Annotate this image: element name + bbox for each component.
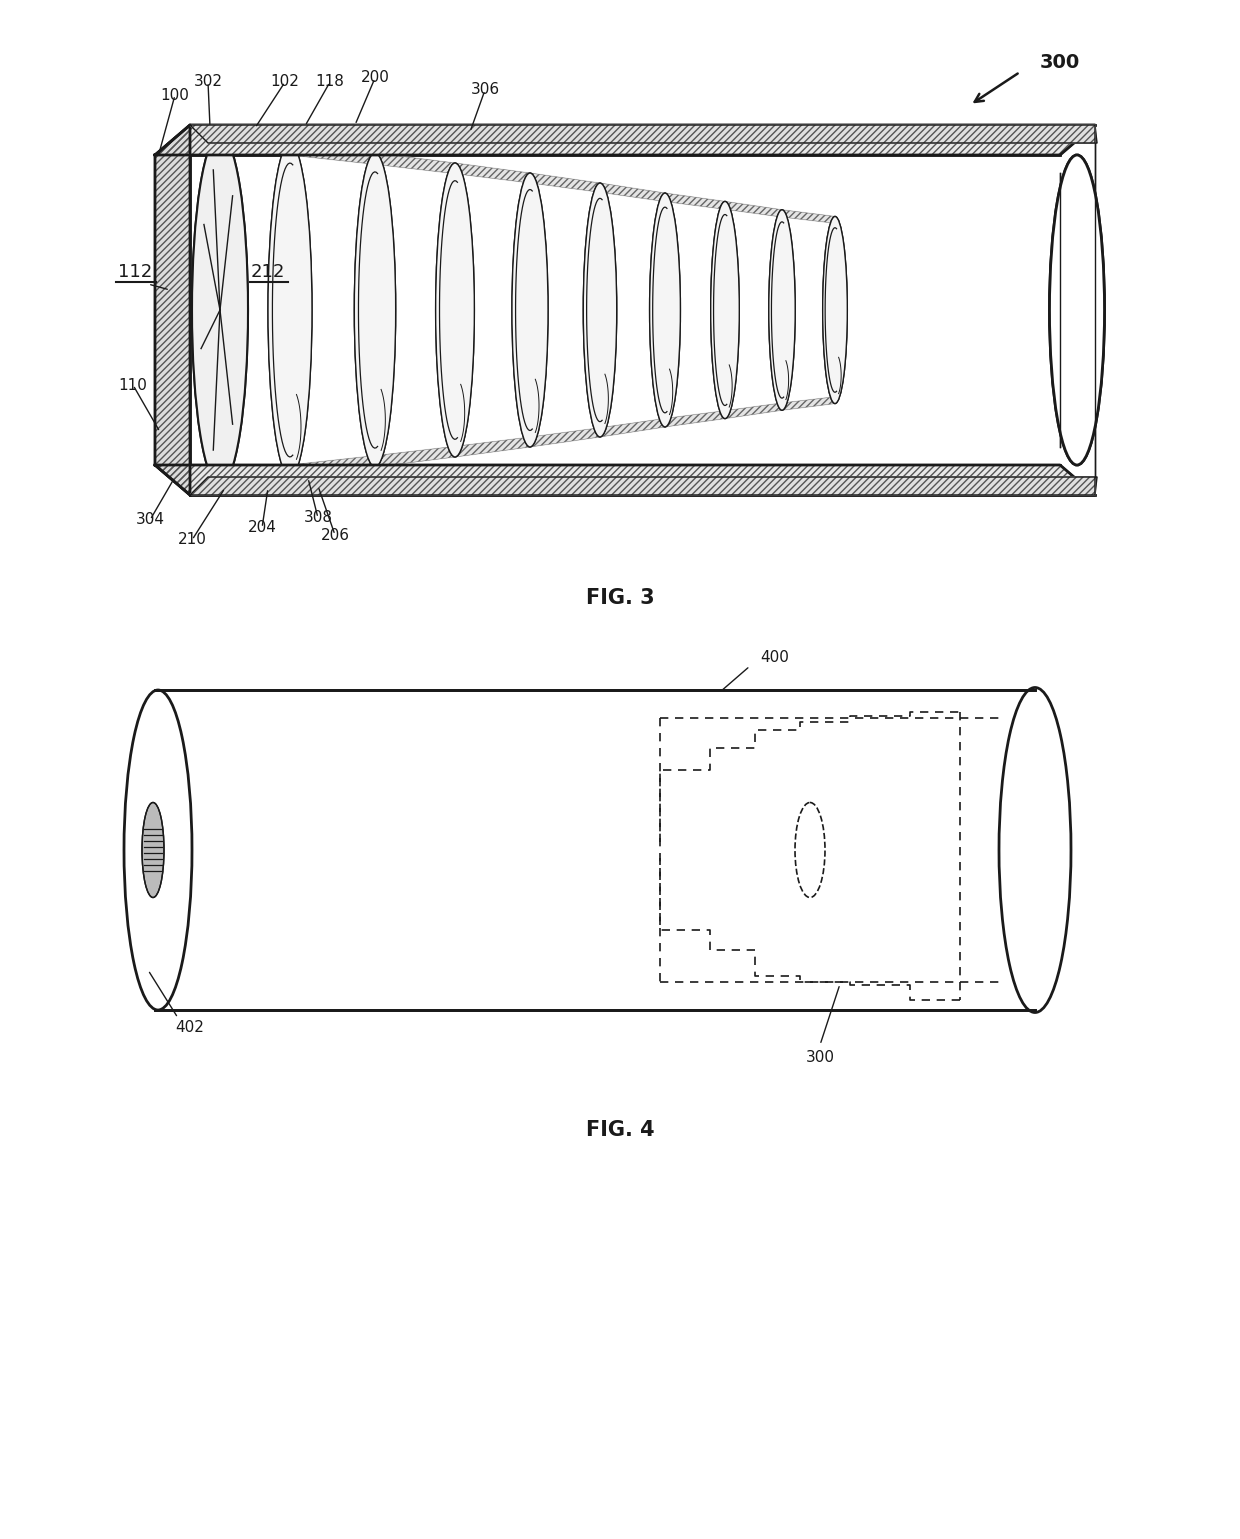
Text: 118: 118 xyxy=(315,74,345,89)
Polygon shape xyxy=(725,202,782,217)
Text: 212: 212 xyxy=(250,263,285,282)
Polygon shape xyxy=(600,419,665,437)
Text: 112: 112 xyxy=(118,263,153,282)
Ellipse shape xyxy=(1049,155,1105,465)
Ellipse shape xyxy=(822,217,847,403)
Polygon shape xyxy=(290,143,374,165)
Text: 402: 402 xyxy=(175,1020,203,1036)
Text: FIG. 4: FIG. 4 xyxy=(585,1120,655,1140)
Polygon shape xyxy=(455,163,529,183)
Ellipse shape xyxy=(711,202,739,419)
Polygon shape xyxy=(782,209,835,223)
Polygon shape xyxy=(529,172,600,192)
Text: 400: 400 xyxy=(760,651,789,665)
Ellipse shape xyxy=(650,192,681,426)
Ellipse shape xyxy=(268,143,312,477)
Text: 100: 100 xyxy=(160,88,190,103)
Text: 110: 110 xyxy=(119,377,148,392)
Ellipse shape xyxy=(650,192,681,426)
Polygon shape xyxy=(665,192,725,209)
Ellipse shape xyxy=(769,209,795,411)
Ellipse shape xyxy=(822,217,847,403)
Polygon shape xyxy=(155,125,1095,155)
Ellipse shape xyxy=(583,183,616,437)
Polygon shape xyxy=(155,689,1035,1010)
Polygon shape xyxy=(290,456,374,477)
Ellipse shape xyxy=(268,143,312,477)
Text: 206: 206 xyxy=(320,528,350,543)
Ellipse shape xyxy=(192,134,248,485)
Polygon shape xyxy=(529,428,600,446)
Ellipse shape xyxy=(711,202,739,419)
Ellipse shape xyxy=(124,689,192,1010)
Text: 300: 300 xyxy=(806,1051,835,1065)
Text: 210: 210 xyxy=(177,532,206,548)
Ellipse shape xyxy=(192,134,248,485)
Polygon shape xyxy=(190,125,1095,143)
Polygon shape xyxy=(155,125,1095,155)
Ellipse shape xyxy=(769,209,795,411)
Ellipse shape xyxy=(143,802,164,897)
Text: 102: 102 xyxy=(270,74,299,89)
Polygon shape xyxy=(190,125,1097,143)
Polygon shape xyxy=(155,465,1095,496)
Polygon shape xyxy=(190,477,1095,496)
Text: 308: 308 xyxy=(304,511,332,525)
Text: 306: 306 xyxy=(470,83,500,97)
Text: FIG. 3: FIG. 3 xyxy=(585,588,655,608)
Polygon shape xyxy=(374,152,455,174)
Ellipse shape xyxy=(355,152,396,466)
Polygon shape xyxy=(155,125,190,496)
Polygon shape xyxy=(190,477,1097,496)
Ellipse shape xyxy=(512,172,548,446)
Polygon shape xyxy=(155,465,1095,496)
Text: 204: 204 xyxy=(248,520,277,536)
Polygon shape xyxy=(782,397,835,411)
Polygon shape xyxy=(725,403,782,419)
Ellipse shape xyxy=(1049,155,1105,465)
Polygon shape xyxy=(155,125,190,496)
Polygon shape xyxy=(455,437,529,457)
Ellipse shape xyxy=(355,152,396,466)
Polygon shape xyxy=(665,411,725,426)
Text: 300: 300 xyxy=(1040,52,1080,71)
Ellipse shape xyxy=(435,163,475,457)
Text: 200: 200 xyxy=(361,71,389,86)
Text: 302: 302 xyxy=(193,74,222,89)
Polygon shape xyxy=(208,143,1095,477)
Polygon shape xyxy=(600,183,665,202)
Polygon shape xyxy=(374,446,455,466)
Ellipse shape xyxy=(512,172,548,446)
Ellipse shape xyxy=(999,688,1071,1013)
Ellipse shape xyxy=(583,183,616,437)
Polygon shape xyxy=(190,125,1095,128)
Text: 304: 304 xyxy=(135,512,165,528)
Ellipse shape xyxy=(435,163,475,457)
